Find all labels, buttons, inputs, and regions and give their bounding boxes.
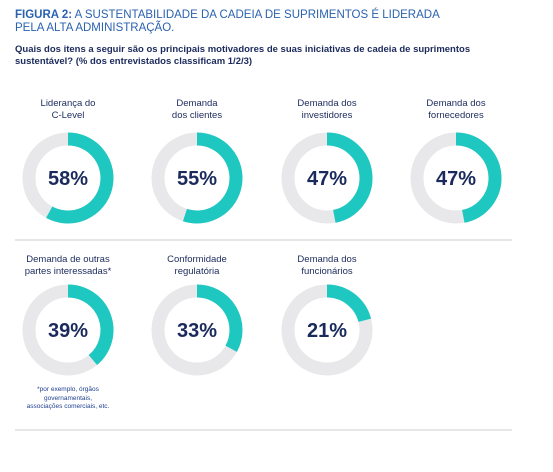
value-label: 21%	[307, 320, 347, 342]
chart-title-block: FIGURA 2: A SUSTENTABILIDADE DA CADEIA D…	[15, 9, 440, 35]
category-label: Demanda de outras partes interessadas*	[24, 254, 112, 277]
value-label: 33%	[177, 320, 217, 342]
category-label: Demanda dos investidores	[297, 98, 357, 121]
subtitle: Quais dos itens a seguir são os principa…	[15, 44, 471, 67]
donut-segment	[455, 132, 502, 223]
value-label: 47%	[307, 168, 347, 190]
donut-segment	[182, 132, 243, 224]
category-label: Demanda dos funcionários	[297, 254, 357, 277]
value-label: 58%	[48, 168, 88, 190]
donut-segment	[326, 284, 372, 323]
donut-segment	[67, 284, 114, 366]
chart-title: A SUSTENTABILIDADE DA CADEIA DE SUPRIMEN…	[15, 9, 440, 34]
value-label: 47%	[436, 168, 476, 190]
category-label: Conformidade regulatória	[167, 254, 227, 277]
value-label: 55%	[177, 168, 217, 190]
donut-segment	[196, 284, 243, 352]
title-label: FIGURA 2:	[15, 9, 73, 21]
donut-segment	[46, 132, 114, 224]
category-label: Demanda dos clientes	[171, 98, 223, 121]
donut-segment	[326, 132, 373, 223]
category-label: Liderança do C-Level	[40, 98, 96, 121]
category-label: Demanda dos fornecedores	[426, 98, 486, 121]
footnote: *por exemplo, órgãos governamentais, ass…	[26, 386, 110, 410]
value-label: 39%	[48, 320, 88, 342]
